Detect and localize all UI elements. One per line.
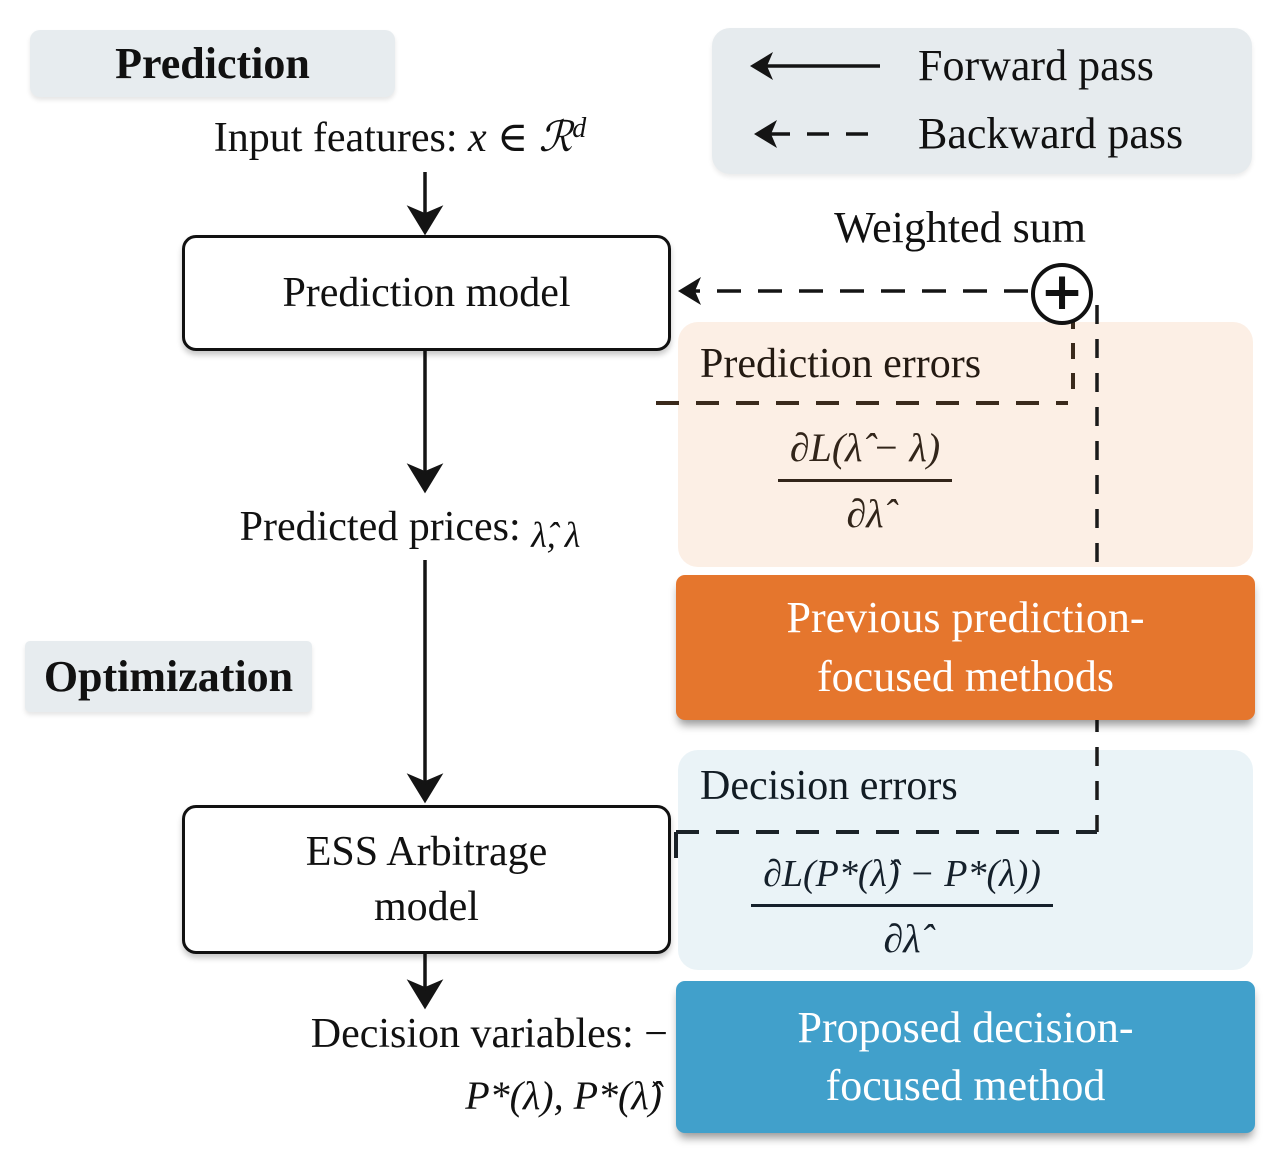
decision-errors-panel [678,750,1253,970]
prediction-model-box: Prediction model [182,235,671,351]
predicted-prices-text: Predicted prices: λ̂, λ [150,503,670,555]
legend-panel [712,28,1252,174]
decision-variables-math: P*(λ), P*(λ̂) [465,1073,662,1118]
input-features-superscript: d [572,113,587,144]
weighted-sum-icon: + [1031,263,1093,325]
prediction-errors-title: Prediction errors [700,341,982,387]
ess-arbitrage-model-box: ESS Arbitrage model [182,805,671,954]
prediction-errors-panel [678,322,1253,567]
section-label-prediction: Prediction [30,30,395,97]
previous-methods-line2: focused methods [817,651,1114,701]
previous-methods-line1: Previous prediction- [786,593,1145,643]
ess-model-line2: model [374,883,479,930]
predicted-prices-label: Predicted prices: [239,504,521,550]
decision-variables-label: Decision variables: − [310,1011,668,1057]
legend-forward-arrowhead [750,52,773,80]
legend-backward-label: Backward pass [918,109,1184,158]
arrowhead-input-to-model [406,205,444,236]
previous-methods-box: Previous prediction- focused methods [676,575,1255,720]
legend-backward-arrowhead [754,120,777,148]
legend-arrows [750,52,880,148]
decision-errors-denominator: ∂λ̂ [883,916,921,961]
forward-arrows [406,172,444,1010]
prediction-errors-denominator: ∂λ̂ [846,491,884,536]
input-features-text: Input features: x ∈ ℛd [120,112,680,162]
decision-errors-title: Decision errors [700,763,958,809]
weighted-sum-label: Weighted sum [834,203,1086,252]
proposed-method-line2: focused method [825,1061,1106,1110]
decision-errors-formula: ∂L(P*(λ̂) − P*(λ)) ∂λ̂ [682,852,1122,962]
proposed-method-box: Proposed decision- focused method [676,981,1255,1133]
prediction-errors-formula: ∂L(λ̂ − λ) ∂λ̂ [700,424,1030,537]
prediction-model-label: Prediction model [282,269,571,316]
arrowhead-model-to-prices [406,463,444,494]
predicted-prices-math: λ̂, λ [531,515,581,555]
ess-model-line1: ESS Arbitrage [305,828,548,875]
input-features-label: Input features: [213,115,458,161]
arrowhead-ess-to-decision [406,979,444,1010]
arrowhead-prices-to-ess [406,773,444,804]
legend-forward-label: Forward pass [918,41,1154,90]
backward-arrow-sum-to-model-head [678,277,701,305]
prediction-errors-numerator: ∂L(λ̂ − λ) [777,424,953,482]
input-features-math: x ∈ ℛ [468,115,573,161]
decision-errors-numerator: ∂L(P*(λ̂) − P*(λ)) [751,852,1053,907]
proposed-method-line1: Proposed decision- [797,1002,1134,1052]
section-label-optimization: Optimization [25,641,312,712]
